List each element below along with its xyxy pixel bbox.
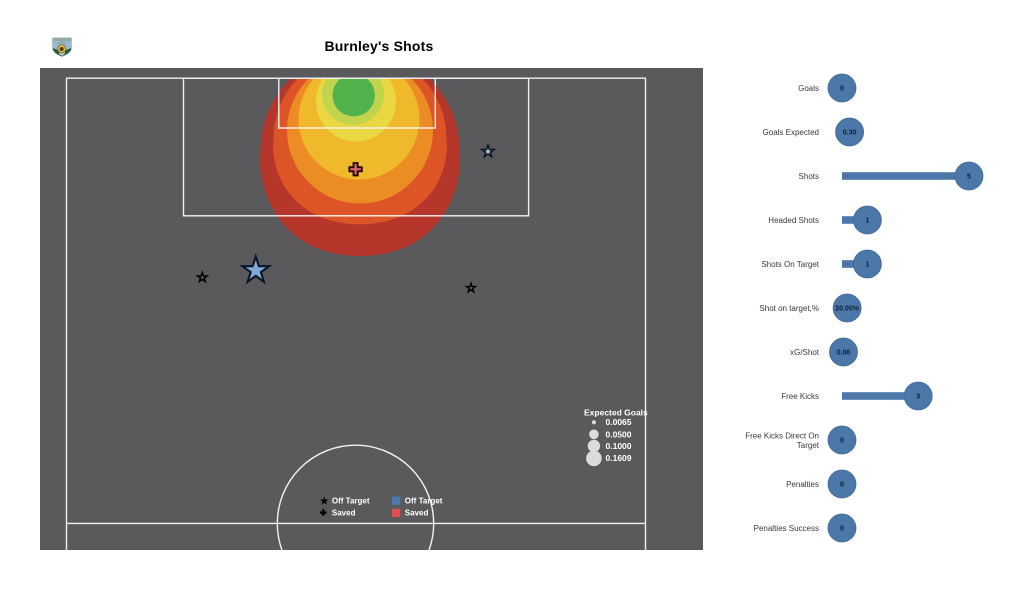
svg-text:1: 1 xyxy=(865,261,869,268)
svg-text:5: 5 xyxy=(967,173,971,180)
svg-text:0.1000: 0.1000 xyxy=(606,441,632,451)
svg-text:3: 3 xyxy=(916,393,920,400)
svg-text:Expected Goals: Expected Goals xyxy=(584,408,648,418)
svg-text:Saved: Saved xyxy=(405,509,429,518)
svg-text:0: 0 xyxy=(840,481,844,488)
svg-text:0.06: 0.06 xyxy=(837,349,851,356)
svg-text:0: 0 xyxy=(840,525,844,532)
svg-text:Penalties: Penalties xyxy=(786,480,819,489)
svg-text:Off Target: Off Target xyxy=(332,497,370,506)
svg-text:Shots: Shots xyxy=(799,172,819,181)
svg-text:0.1609: 0.1609 xyxy=(606,453,632,463)
svg-text:0.0500: 0.0500 xyxy=(606,430,632,440)
svg-text:0.0065: 0.0065 xyxy=(606,417,632,427)
svg-text:1: 1 xyxy=(865,217,869,224)
svg-text:Goals: Goals xyxy=(798,84,819,93)
svg-text:Headed Shots: Headed Shots xyxy=(768,216,819,225)
svg-text:Burnley's Shots: Burnley's Shots xyxy=(324,38,433,54)
svg-text:Free Kicks Direct On: Free Kicks Direct On xyxy=(745,432,819,441)
svg-text:Penalties Success: Penalties Success xyxy=(754,524,819,533)
svg-text:Off Target: Off Target xyxy=(405,497,443,506)
svg-text:Shots On Target: Shots On Target xyxy=(761,260,819,269)
svg-text:Target: Target xyxy=(797,441,820,450)
svg-text:Goals Expected: Goals Expected xyxy=(763,128,819,137)
svg-text:Shot on target,%: Shot on target,% xyxy=(759,304,819,313)
svg-text:xG/Shot: xG/Shot xyxy=(790,348,820,357)
svg-text:20.00%: 20.00% xyxy=(835,305,860,312)
svg-text:0: 0 xyxy=(840,437,844,444)
svg-text:Saved: Saved xyxy=(332,509,356,518)
svg-text:0: 0 xyxy=(840,85,844,92)
svg-text:0.30: 0.30 xyxy=(843,129,857,136)
svg-text:Free Kicks: Free Kicks xyxy=(781,392,819,401)
